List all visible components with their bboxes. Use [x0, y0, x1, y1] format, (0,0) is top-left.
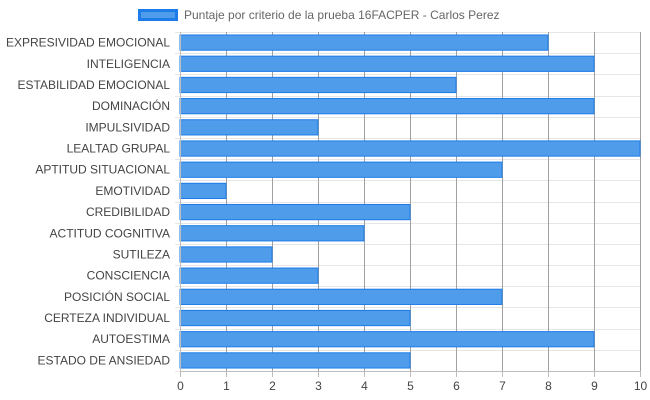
- chart-legend[interactable]: Puntaje por criterio de la prueba 16FACP…: [138, 6, 500, 24]
- bar[interactable]: [179, 76, 457, 94]
- bar[interactable]: [179, 119, 319, 136]
- category-label: EXPRESIVIDAD EMOCIONAL: [6, 36, 170, 50]
- category-label: EMOTIVIDAD: [95, 184, 170, 198]
- x-tick-label: 3: [315, 379, 322, 393]
- bar[interactable]: [179, 98, 595, 115]
- x-tick-label: 8: [545, 379, 552, 393]
- category-label: POSICIÓN SOCIAL: [64, 289, 170, 304]
- category-label: ACTITUD COGNITIVA: [50, 226, 170, 240]
- category-label: CONSCIENCIA: [87, 269, 170, 283]
- x-tick-label: 5: [407, 379, 414, 393]
- category-label: APTITUD SITUACIONAL: [35, 163, 170, 177]
- bar[interactable]: [179, 352, 411, 369]
- bar[interactable]: [179, 182, 227, 200]
- bar[interactable]: [179, 203, 411, 221]
- category-label: ESTABILIDAD EMOCIONAL: [18, 78, 171, 92]
- bar[interactable]: [179, 267, 319, 284]
- x-tick-label: 9: [591, 379, 598, 393]
- x-tick-label: 2: [269, 379, 276, 393]
- category-label: CREDIBILIDAD: [86, 205, 170, 219]
- bar[interactable]: [179, 225, 365, 242]
- x-tick-label: 10: [634, 379, 648, 393]
- x-tick-label: 0: [177, 379, 184, 393]
- x-tick-label: 7: [499, 379, 506, 393]
- bar[interactable]: [179, 140, 641, 157]
- x-tick-label: 6: [453, 379, 460, 393]
- category-label: CERTEZA INDIVIDUAL: [44, 311, 170, 325]
- x-tick-label: 1: [223, 379, 230, 393]
- category-label: LEALTAD GRUPAL: [67, 142, 171, 156]
- bar[interactable]: [179, 246, 273, 263]
- category-label: INTELIGENCIA: [87, 57, 170, 71]
- legend-label: Puntaje por criterio de la prueba 16FACP…: [184, 8, 500, 22]
- legend-swatch: [138, 9, 178, 21]
- bar[interactable]: [179, 309, 411, 327]
- bar[interactable]: [179, 161, 503, 178]
- bar[interactable]: [179, 331, 595, 348]
- category-label: ESTADO DE ANSIEDAD: [38, 353, 171, 367]
- x-tick-label: 4: [361, 379, 368, 393]
- category-label: DOMINACIÓN: [92, 98, 170, 113]
- bar[interactable]: [179, 55, 595, 72]
- category-label: AUTOESTIMA: [92, 332, 170, 346]
- bar[interactable]: [179, 288, 503, 305]
- category-label: IMPULSIVIDAD: [85, 120, 170, 134]
- category-label: SUTILEZA: [113, 247, 170, 261]
- bar[interactable]: [179, 34, 549, 51]
